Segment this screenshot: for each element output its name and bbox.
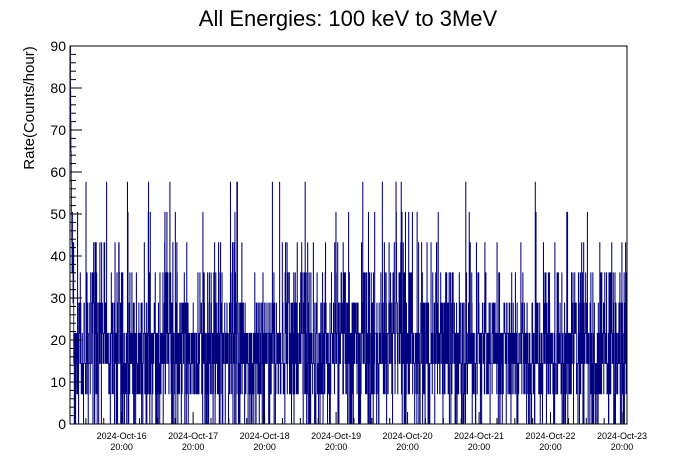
x-tick-label-time: 20:00 [253,442,276,452]
x-tick-label-time: 20:00 [396,442,419,452]
x-tick-label-time: 20:00 [539,442,562,452]
x-tick-label-date: 2024-Oct-21 [454,431,504,441]
y-tick-label: 80 [50,80,66,96]
y-tick-label: 10 [50,374,66,390]
y-tick-label: 20 [50,332,66,348]
x-tick-label-time: 20:00 [325,442,348,452]
y-tick-label: 90 [50,38,66,54]
rate-series [69,45,628,425]
y-tick-label: 50 [50,206,66,222]
x-tick-label-time: 20:00 [468,442,491,452]
x-tick-label-date: 2024-Oct-19 [311,431,361,441]
x-tick-label-date: 2024-Oct-20 [383,431,433,441]
x-tick-label-time: 20:00 [611,442,634,452]
x-tick-label-date: 2024-Oct-23 [597,431,647,441]
y-tick-label: 60 [50,164,66,180]
x-tick-label-time: 20:00 [110,442,133,452]
y-tick-label: 30 [50,290,66,306]
x-tick-label-time: 20:00 [182,442,205,452]
chart-title: All Energies: 100 keV to 3MeV [199,6,498,31]
x-tick-label-date: 2024-Oct-17 [168,431,218,441]
y-tick-label: 40 [50,248,66,264]
axes: 01020304050607080902024-Oct-1620:002024-… [50,38,647,452]
plot-frame [69,45,628,425]
x-tick-label-date: 2024-Oct-22 [526,431,576,441]
rate-series-line [69,45,628,425]
y-axis-label: Rate(Counts/hour) [21,46,38,169]
y-tick-label: 0 [58,416,66,432]
x-tick-label-date: 2024-Oct-18 [240,431,290,441]
y-tick-label: 70 [50,122,66,138]
x-tick-label-date: 2024-Oct-16 [97,431,147,441]
